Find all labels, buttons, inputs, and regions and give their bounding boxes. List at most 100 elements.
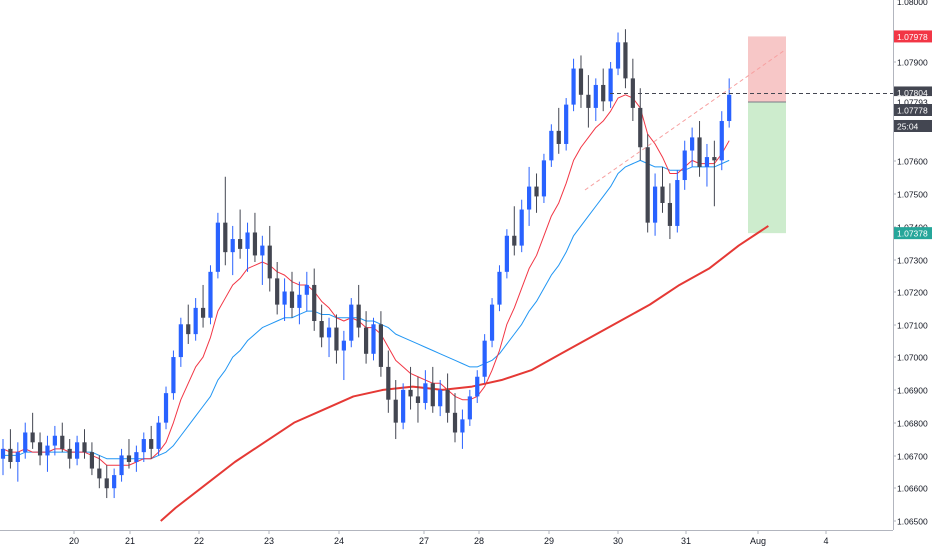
candle[interactable]: [45, 435, 50, 472]
candle[interactable]: [690, 127, 695, 167]
candle[interactable]: [260, 235, 265, 285]
candle[interactable]: [719, 111, 724, 171]
candle[interactable]: [200, 284, 206, 328]
candle[interactable]: [0, 439, 6, 476]
candle[interactable]: [401, 383, 406, 430]
candle[interactable]: [549, 124, 554, 167]
candle[interactable]: [193, 298, 198, 341]
candle[interactable]: [504, 229, 509, 279]
candle[interactable]: [8, 429, 13, 469]
candle[interactable]: [23, 422, 28, 459]
candle[interactable]: [371, 317, 376, 361]
candle[interactable]: [282, 278, 287, 322]
candle[interactable]: [334, 314, 339, 364]
candle[interactable]: [30, 412, 35, 449]
candle[interactable]: [512, 206, 517, 256]
candle[interactable]: [289, 271, 295, 318]
take-profit-price-label[interactable]: 1.07378: [894, 227, 932, 240]
candle[interactable]: [104, 465, 109, 499]
candle[interactable]: [727, 78, 732, 128]
candle[interactable]: [452, 393, 458, 443]
candle[interactable]: [593, 78, 598, 122]
candle[interactable]: [645, 134, 650, 233]
candle[interactable]: [356, 284, 361, 338]
candle[interactable]: [341, 330, 346, 381]
candle[interactable]: [178, 317, 183, 367]
candle[interactable]: [675, 170, 680, 233]
candle[interactable]: [319, 304, 324, 348]
candle[interactable]: [378, 311, 384, 377]
candle[interactable]: [519, 199, 524, 253]
stop-loss-price-label[interactable]: 1.07978: [894, 30, 932, 43]
trend-line[interactable]: [584, 49, 786, 191]
candle[interactable]: [82, 429, 87, 459]
candle[interactable]: [141, 432, 146, 462]
candle[interactable]: [704, 143, 710, 187]
candle[interactable]: [460, 409, 465, 449]
candle[interactable]: [275, 261, 280, 315]
candle[interactable]: [623, 29, 628, 89]
candle[interactable]: [112, 468, 117, 499]
stop-loss-zone[interactable]: [748, 36, 786, 102]
candle[interactable]: [97, 455, 102, 489]
candle[interactable]: [541, 153, 547, 203]
candle[interactable]: [386, 350, 391, 413]
candle[interactable]: [208, 265, 213, 325]
candle[interactable]: [682, 140, 687, 190]
candle[interactable]: [119, 448, 124, 482]
candle[interactable]: [430, 366, 435, 413]
candle[interactable]: [415, 376, 421, 423]
candle[interactable]: [667, 183, 672, 240]
candle[interactable]: [60, 422, 65, 453]
candle[interactable]: [171, 350, 176, 400]
candle[interactable]: [37, 432, 43, 466]
candle[interactable]: [89, 442, 95, 476]
candle[interactable]: [326, 317, 332, 358]
take-profit-zone[interactable]: [748, 101, 786, 234]
candle[interactable]: [223, 176, 228, 266]
candle[interactable]: [245, 222, 250, 272]
candle[interactable]: [52, 425, 57, 456]
candle[interactable]: [652, 173, 658, 236]
candle[interactable]: [697, 121, 702, 177]
current-price-label[interactable]: 1.07804: [894, 86, 932, 99]
candle[interactable]: [238, 209, 243, 259]
candle[interactable]: [564, 98, 569, 151]
candle[interactable]: [297, 281, 302, 325]
candle[interactable]: [363, 311, 369, 364]
candle[interactable]: [186, 304, 191, 344]
candle[interactable]: [475, 370, 480, 403]
candle[interactable]: [126, 439, 132, 469]
candle[interactable]: [312, 268, 317, 331]
candle[interactable]: [408, 366, 413, 410]
candle[interactable]: [156, 416, 161, 456]
candle[interactable]: [527, 166, 532, 226]
candle[interactable]: [423, 370, 428, 410]
entry-price-label[interactable]: 1.07778: [894, 103, 932, 116]
candle[interactable]: [215, 212, 220, 279]
candle[interactable]: [608, 62, 613, 108]
candle[interactable]: [75, 435, 80, 466]
price-axis[interactable]: [893, 0, 932, 550]
candle[interactable]: [134, 445, 139, 472]
candle[interactable]: [556, 107, 561, 154]
candle[interactable]: [482, 334, 487, 384]
candle[interactable]: [393, 380, 398, 440]
bar-countdown-label[interactable]: 25:04: [894, 119, 932, 132]
candle[interactable]: [586, 75, 591, 128]
candle[interactable]: [149, 425, 154, 459]
candle[interactable]: [445, 373, 450, 423]
candle[interactable]: [497, 265, 502, 312]
candle[interactable]: [615, 32, 621, 76]
candle[interactable]: [578, 55, 584, 108]
candle[interactable]: [712, 140, 717, 207]
candle[interactable]: [304, 271, 309, 312]
candle[interactable]: [660, 166, 665, 213]
candle[interactable]: [163, 386, 169, 430]
candle[interactable]: [67, 439, 72, 469]
candle[interactable]: [230, 225, 235, 276]
candle[interactable]: [601, 68, 606, 112]
candle[interactable]: [571, 58, 576, 112]
candle[interactable]: [15, 442, 20, 482]
